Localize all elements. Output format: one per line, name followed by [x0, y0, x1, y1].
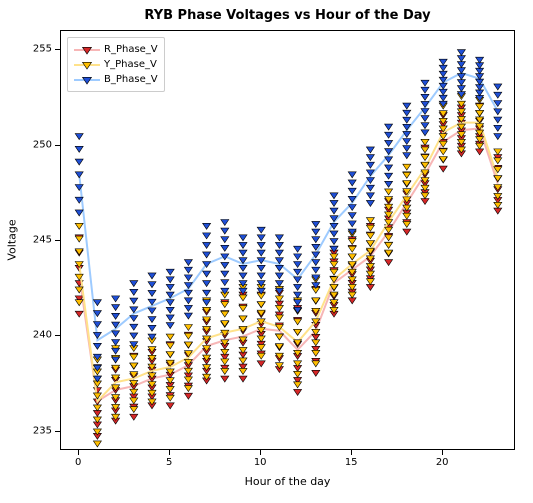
series-markers	[75, 94, 502, 447]
y-tick	[55, 431, 60, 432]
legend: R_Phase_V Y_Phase_V B_Phase_V	[67, 37, 165, 92]
x-tick-label: 15	[345, 457, 358, 468]
legend-item: Y_Phase_V	[74, 57, 158, 72]
y-tick	[55, 335, 60, 336]
y-axis-label: Voltage	[6, 219, 19, 260]
plot-area: R_Phase_V Y_Phase_V B_Phase_V	[60, 30, 515, 450]
x-tick-label: 5	[166, 457, 172, 468]
series-line	[79, 123, 498, 402]
y-tick	[55, 145, 60, 146]
series-line	[79, 73, 498, 340]
y-tick-label: 235	[33, 425, 52, 436]
chart-figure: RYB Phase Voltages vs Hour of the Day R_…	[0, 0, 533, 503]
chart-title: RYB Phase Voltages vs Hour of the Day	[60, 8, 515, 23]
legend-label: B_Phase_V	[104, 74, 158, 85]
x-tick-label: 0	[75, 457, 81, 468]
legend-item: B_Phase_V	[74, 72, 158, 87]
x-tick	[169, 450, 170, 455]
x-axis-label: Hour of the day	[60, 475, 515, 488]
series-markers	[75, 50, 502, 382]
y-tick	[55, 240, 60, 241]
x-tick	[78, 450, 79, 455]
x-tick	[351, 450, 352, 455]
y-tick-label: 245	[33, 235, 52, 246]
plot-svg	[61, 31, 516, 451]
y-tick	[55, 49, 60, 50]
x-tick	[442, 450, 443, 455]
x-tick-label: 20	[436, 457, 449, 468]
series-line	[79, 128, 498, 401]
x-tick-label: 10	[254, 457, 267, 468]
legend-item: R_Phase_V	[74, 42, 158, 57]
x-tick	[260, 450, 261, 455]
legend-label: R_Phase_V	[104, 44, 158, 55]
legend-label: Y_Phase_V	[104, 59, 157, 70]
y-tick-label: 250	[33, 139, 52, 150]
y-tick-label: 255	[33, 44, 52, 55]
y-tick-label: 240	[33, 330, 52, 341]
